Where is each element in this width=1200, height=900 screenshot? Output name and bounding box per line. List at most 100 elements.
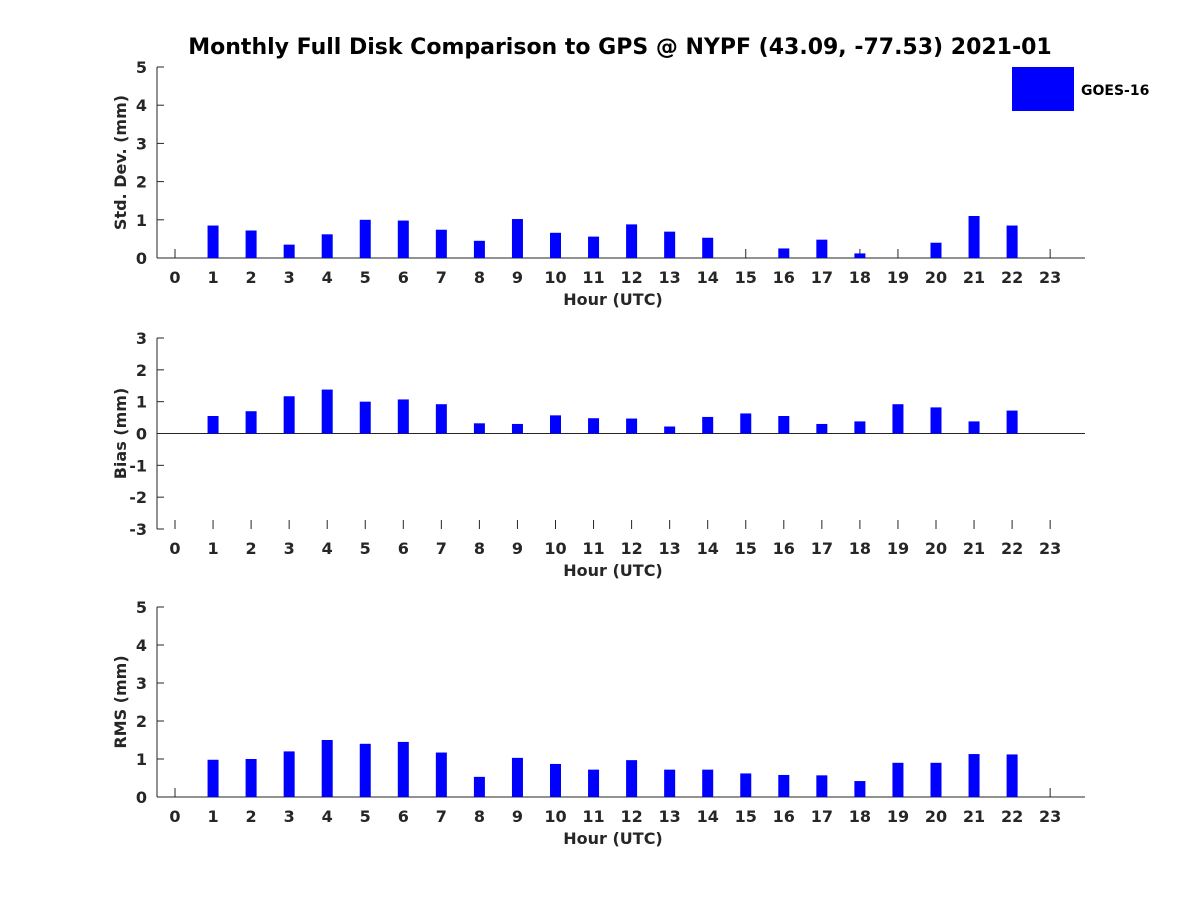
- bar: [245, 411, 257, 434]
- x-tick-label: 2: [246, 807, 257, 826]
- x-tick-label: 21: [963, 807, 985, 826]
- x-tick-label: 16: [773, 268, 795, 287]
- x-tick-label: 20: [925, 807, 947, 826]
- x-tick-label: 4: [322, 539, 333, 558]
- y-tick-label: 4: [136, 636, 147, 655]
- bar: [930, 762, 942, 797]
- y-tick-label: 5: [136, 598, 147, 617]
- y-tick-label: 1: [136, 393, 147, 412]
- x-tick-label: 23: [1039, 807, 1061, 826]
- bar: [816, 239, 828, 258]
- bar: [1006, 410, 1018, 434]
- x-tick-label: 1: [207, 539, 218, 558]
- x-tick-label: 10: [544, 539, 566, 558]
- x-axis-label: Hour (UTC): [563, 829, 663, 848]
- bar: [397, 741, 409, 797]
- x-tick-label: 6: [398, 539, 409, 558]
- bar: [854, 421, 866, 434]
- x-tick-label: 15: [735, 807, 757, 826]
- y-axis-label: RMS (mm): [111, 655, 130, 748]
- x-tick-label: 23: [1039, 268, 1061, 287]
- bar: [702, 237, 714, 258]
- bar: [626, 418, 638, 434]
- bar: [245, 230, 257, 258]
- bar: [473, 423, 485, 434]
- bar: [740, 773, 752, 797]
- x-tick-label: 8: [474, 539, 485, 558]
- x-tick-label: 17: [811, 268, 833, 287]
- x-tick-label: 12: [620, 807, 642, 826]
- bar: [968, 754, 980, 797]
- x-tick-label: 11: [582, 268, 604, 287]
- bar: [283, 244, 295, 258]
- bar: [321, 740, 333, 797]
- y-tick-label: 3: [136, 134, 147, 153]
- x-tick-label: 20: [925, 268, 947, 287]
- y-tick-label: 4: [136, 96, 147, 115]
- bar: [588, 236, 600, 258]
- bar: [359, 401, 371, 434]
- bar: [626, 224, 638, 258]
- bar: [321, 389, 333, 434]
- bar: [930, 242, 942, 258]
- bar: [511, 757, 523, 797]
- x-axis-label: Hour (UTC): [563, 290, 663, 309]
- bar: [511, 219, 523, 258]
- y-tick-label: 2: [136, 712, 147, 731]
- bar: [283, 751, 295, 797]
- bar: [321, 234, 333, 258]
- y-tick-label: 0: [136, 788, 147, 807]
- x-tick-label: 23: [1039, 539, 1061, 558]
- x-tick-label: 3: [284, 807, 295, 826]
- x-tick-label: 10: [544, 807, 566, 826]
- x-tick-label: 8: [474, 807, 485, 826]
- bar: [816, 423, 828, 434]
- x-tick-label: 15: [735, 268, 757, 287]
- y-tick-label: 1: [136, 750, 147, 769]
- bar: [435, 752, 447, 797]
- x-tick-label: 8: [474, 268, 485, 287]
- bar: [664, 231, 676, 258]
- y-tick-label: 0: [136, 425, 147, 444]
- bar: [702, 769, 714, 797]
- x-tick-label: 12: [620, 268, 642, 287]
- x-tick-label: 9: [512, 268, 523, 287]
- legend: GOES-16: [1012, 67, 1149, 111]
- bar: [207, 225, 219, 258]
- y-tick-label: 5: [136, 58, 147, 77]
- x-tick-label: 2: [246, 268, 257, 287]
- x-tick-label: 1: [207, 268, 218, 287]
- legend-swatch: [1012, 67, 1074, 111]
- x-tick-label: 10: [544, 268, 566, 287]
- y-axis-label: Bias (mm): [111, 388, 130, 480]
- x-tick-label: 19: [887, 539, 909, 558]
- x-tick-label: 1: [207, 807, 218, 826]
- bar: [435, 229, 447, 258]
- bar: [1006, 754, 1018, 797]
- x-tick-label: 22: [1001, 268, 1023, 287]
- bar: [283, 396, 295, 434]
- x-tick-label: 11: [582, 807, 604, 826]
- bar: [778, 415, 790, 434]
- bar: [930, 407, 942, 434]
- bar: [892, 404, 904, 434]
- x-tick-label: 6: [398, 268, 409, 287]
- x-tick-label: 12: [620, 539, 642, 558]
- x-tick-label: 2: [246, 539, 257, 558]
- x-tick-label: 13: [659, 539, 681, 558]
- x-tick-label: 0: [169, 807, 180, 826]
- y-tick-label: 1: [136, 211, 147, 230]
- x-tick-label: 17: [811, 539, 833, 558]
- y-axis-label: Std. Dev. (mm): [111, 95, 130, 230]
- bar: [1006, 225, 1018, 258]
- x-tick-label: 20: [925, 539, 947, 558]
- bar: [588, 769, 600, 797]
- x-tick-label: 19: [887, 807, 909, 826]
- y-tick-label: -3: [129, 520, 147, 539]
- x-axis-label: Hour (UTC): [563, 561, 663, 580]
- bar: [854, 781, 866, 797]
- x-tick-label: 22: [1001, 807, 1023, 826]
- bar: [550, 415, 561, 434]
